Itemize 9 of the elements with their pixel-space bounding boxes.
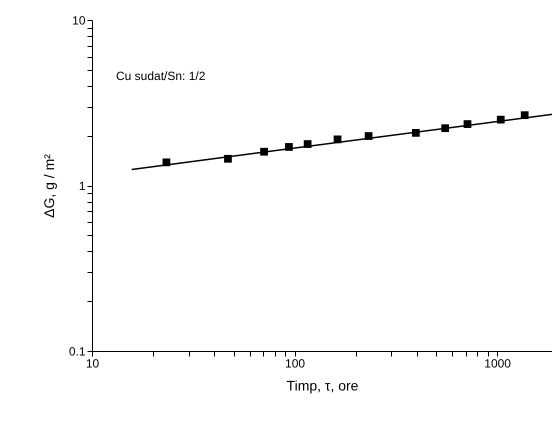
y-tick-label: 0.1 xyxy=(68,344,86,358)
x-axis-title: Timp, τ, ore xyxy=(286,378,359,394)
x-tick-label: 100 xyxy=(285,356,306,370)
x-tick-label: 10 xyxy=(86,356,100,370)
annotation: Cu sudat/Sn: 1/2 xyxy=(116,69,206,83)
y-axis-title: ΔG, g / m² xyxy=(40,154,57,218)
x-tick-label: 1000 xyxy=(484,356,512,370)
y-tick-label: 10 xyxy=(72,14,86,28)
y-tick-label: 1 xyxy=(78,179,86,193)
